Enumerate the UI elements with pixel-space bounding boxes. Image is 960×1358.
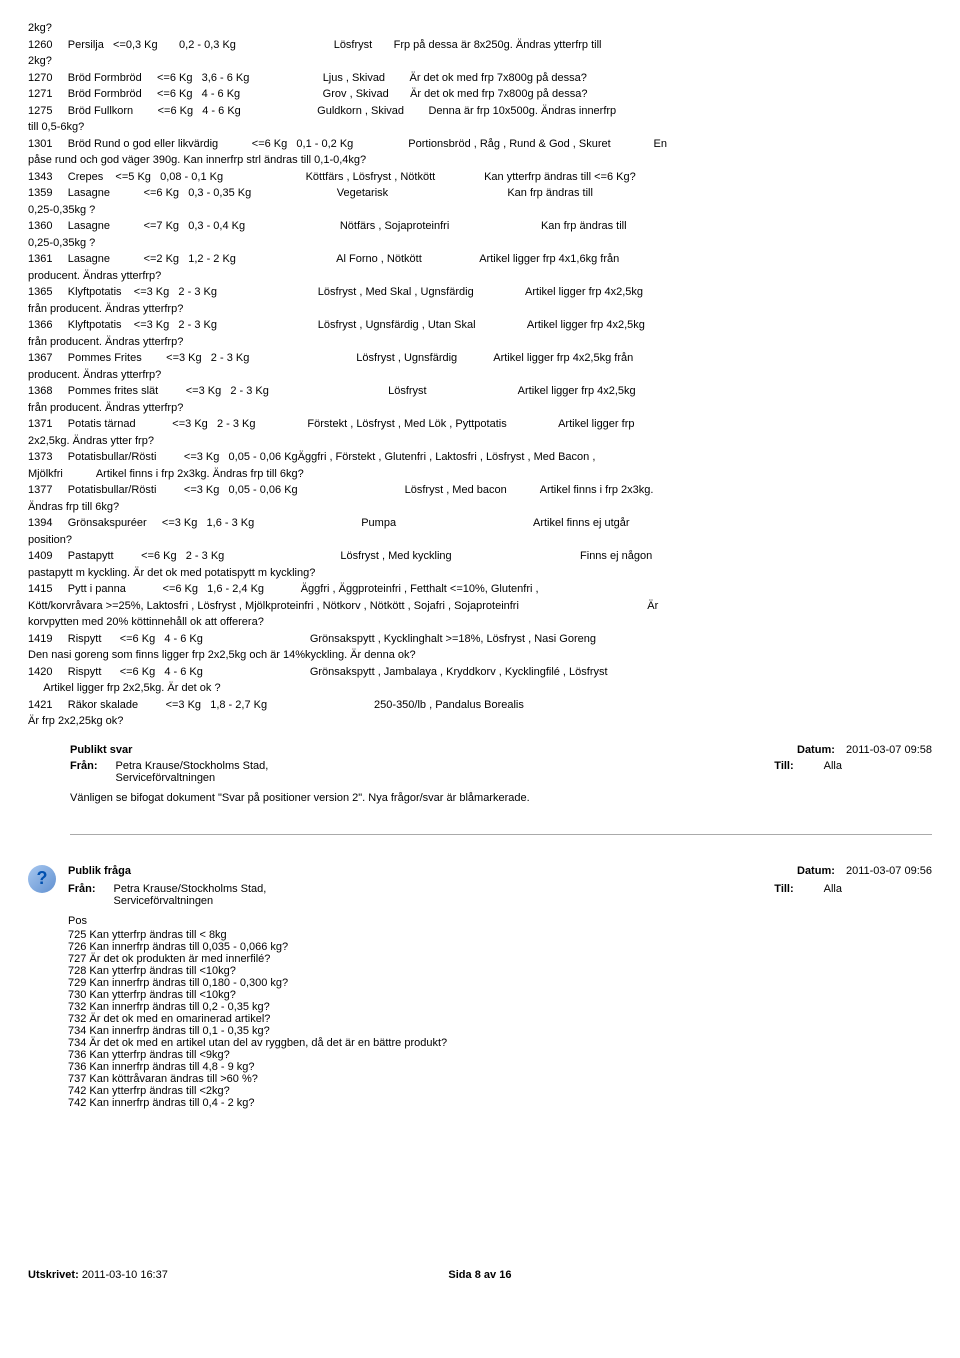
question-item: 729 Kan innerfrp ändras till 0,180 - 0,3… — [68, 977, 932, 989]
question-item: 730 Kan ytterfrp ändras till <10kg? — [68, 989, 932, 1001]
question-item: 736 Kan ytterfrp ändras till <9kg? — [68, 1049, 932, 1061]
body-line: 2kg? — [28, 53, 932, 70]
body-line: 1361 Lasagne <=2 Kg 1,2 - 2 Kg Al Forno … — [28, 251, 932, 268]
body-line: 1368 Pommes frites slät <=3 Kg 2 - 3 Kg … — [28, 383, 932, 400]
answer-attachment-text: Vänligen se bifogat dokument "Svar på po… — [70, 792, 932, 804]
body-line: 1377 Potatisbullar/Rösti <=3 Kg 0,05 - 0… — [28, 482, 932, 499]
to-label: Till: — [774, 883, 793, 907]
from-value: Petra Krause/Stockholms Stad,Serviceförv… — [116, 760, 269, 784]
question-item: 742 Kan innerfrp ändras till 0,4 - 2 kg? — [68, 1097, 932, 1109]
question-date: Datum: 2011-03-07 09:56 — [797, 865, 932, 877]
body-line: 1343 Crepes <=5 Kg 0,08 - 0,1 Kg Köttfär… — [28, 169, 932, 186]
question-item: 732 Kan innerfrp ändras till 0,2 - 0,35 … — [68, 1001, 932, 1013]
pos-label: Pos — [68, 915, 932, 927]
body-line: 1420 Rispytt <=6 Kg 4 - 6 Kg Grönsakspyt… — [28, 664, 932, 681]
answer-date: Datum: 2011-03-07 09:58 — [797, 744, 932, 756]
body-line: 1371 Potatis tärnad <=3 Kg 2 - 3 Kg Förs… — [28, 416, 932, 433]
body-line: 1360 Lasagne <=7 Kg 0,3 - 0,4 Kg Nötfärs… — [28, 218, 932, 235]
public-answer-block: Publikt svar Datum: 2011-03-07 09:58 Frå… — [70, 744, 932, 835]
body-line: 0,25-0,35kg ? — [28, 235, 932, 252]
date-label: Datum: — [797, 865, 843, 877]
question-item: 732 Är det ok med en omarinerad artikel? — [68, 1013, 932, 1025]
body-line: 1415 Pytt i panna <=6 Kg 1,6 - 2,4 Kg Äg… — [28, 581, 932, 598]
body-line: 1409 Pastapytt <=6 Kg 2 - 3 Kg Lösfryst … — [28, 548, 932, 565]
body-line: producent. Ändras ytterfrp? — [28, 367, 932, 384]
body-line: 1271 Bröd Formbröd <=6 Kg 4 - 6 Kg Grov … — [28, 86, 932, 103]
date-label: Datum: — [797, 744, 843, 756]
body-line: 1421 Räkor skalade <=3 Kg 1,8 - 2,7 Kg 2… — [28, 697, 932, 714]
date-value: 2011-03-07 09:58 — [846, 744, 932, 756]
question-item: 728 Kan ytterfrp ändras till <10kg? — [68, 965, 932, 977]
body-line: Är frp 2x2,25kg ok? — [28, 713, 932, 730]
body-line: från producent. Ändras ytterfrp? — [28, 334, 932, 351]
body-line: 0,25-0,35kg ? — [28, 202, 932, 219]
body-line: 1394 Grönsakspuréer <=3 Kg 1,6 - 3 Kg Pu… — [28, 515, 932, 532]
body-line: 1365 Klyftpotatis <=3 Kg 2 - 3 Kg Lösfry… — [28, 284, 932, 301]
from-value: Petra Krause/Stockholms Stad,Serviceförv… — [114, 883, 267, 907]
body-line: Artikel ligger frp 2x2,5kg. Är det ok ? — [28, 680, 932, 697]
question-item: 742 Kan ytterfrp ändras till <2kg? — [68, 1085, 932, 1097]
page-number: Sida 8 av 16 — [448, 1269, 511, 1281]
body-line: påse rund och god väger 390g. Kan innerf… — [28, 152, 932, 169]
body-line: producent. Ändras ytterfrp? — [28, 268, 932, 285]
body-line: från producent. Ändras ytterfrp? — [28, 301, 932, 318]
body-line: Mjölkfri Artikel finns i frp 2x3kg. Ändr… — [28, 466, 932, 483]
document-body: 2kg?1260 Persilja <=0,3 Kg 0,2 - 0,3 Kg … — [28, 20, 932, 730]
body-line: Kött/korvråvara >=25%, Laktosfri , Lösfr… — [28, 598, 932, 615]
body-line: 1373 Potatisbullar/Rösti <=3 Kg 0,05 - 0… — [28, 449, 932, 466]
question-item: 725 Kan ytterfrp ändras till < 8kg — [68, 929, 932, 941]
question-items-list: 725 Kan ytterfrp ändras till < 8kg726 Ka… — [68, 929, 932, 1109]
body-line: 1366 Klyftpotatis <=3 Kg 2 - 3 Kg Lösfry… — [28, 317, 932, 334]
body-line: 1301 Bröd Rund o god eller likvärdig <=6… — [28, 136, 932, 153]
body-line: pastapytt m kyckling. Är det ok med pota… — [28, 565, 932, 582]
question-item: 736 Kan innerfrp ändras till 4,8 - 9 kg? — [68, 1061, 932, 1073]
question-item: 734 Kan innerfrp ändras till 0,1 - 0,35 … — [68, 1025, 932, 1037]
public-question-title: Publik fråga — [68, 865, 131, 877]
printed-label: Utskrivet: — [28, 1269, 79, 1281]
public-question-block: ? Publik fråga Datum: 2011-03-07 09:56 F… — [28, 865, 932, 1109]
question-icon: ? — [28, 865, 56, 893]
from-label: Från: — [68, 883, 96, 907]
body-line: 1419 Rispytt <=6 Kg 4 - 6 Kg Grönsakspyt… — [28, 631, 932, 648]
body-line: 1359 Lasagne <=6 Kg 0,3 - 0,35 Kg Vegeta… — [28, 185, 932, 202]
body-line: från producent. Ändras ytterfrp? — [28, 400, 932, 417]
body-line: 1260 Persilja <=0,3 Kg 0,2 - 0,3 Kg Lösf… — [28, 37, 932, 54]
date-value: 2011-03-07 09:56 — [846, 865, 932, 877]
page-footer: Utskrivet: 2011-03-10 16:37 Sida 8 av 16 — [28, 1269, 932, 1281]
body-line: 1275 Bröd Fullkorn <=6 Kg 4 - 6 Kg Guldk… — [28, 103, 932, 120]
to-value: Alla — [824, 883, 842, 907]
body-line: 1367 Pommes Frites <=3 Kg 2 - 3 Kg Lösfr… — [28, 350, 932, 367]
body-line: 2x2,5kg. Ändras ytter frp? — [28, 433, 932, 450]
body-line: position? — [28, 532, 932, 549]
question-item: 737 Kan köttråvaran ändras till >60 %? — [68, 1073, 932, 1085]
body-line: 1270 Bröd Formbröd <=6 Kg 3,6 - 6 Kg Lju… — [28, 70, 932, 87]
body-line: till 0,5-6kg? — [28, 119, 932, 136]
question-item: 734 Är det ok med en artikel utan del av… — [68, 1037, 932, 1049]
body-line: Ändras frp till 6kg? — [28, 499, 932, 516]
body-line: Den nasi goreng som finns ligger frp 2x2… — [28, 647, 932, 664]
public-answer-title: Publikt svar — [70, 744, 132, 756]
question-item: 726 Kan innerfrp ändras till 0,035 - 0,0… — [68, 941, 932, 953]
printed-value: 2011-03-10 16:37 — [82, 1269, 168, 1281]
question-item: 727 Är det ok produkten är med innerfilé… — [68, 953, 932, 965]
from-label: Från: — [70, 760, 98, 784]
to-label: Till: — [774, 760, 793, 784]
to-value: Alla — [824, 760, 842, 784]
body-line: korvpytten med 20% köttinnehåll ok att o… — [28, 614, 932, 631]
body-line: 2kg? — [28, 20, 932, 37]
